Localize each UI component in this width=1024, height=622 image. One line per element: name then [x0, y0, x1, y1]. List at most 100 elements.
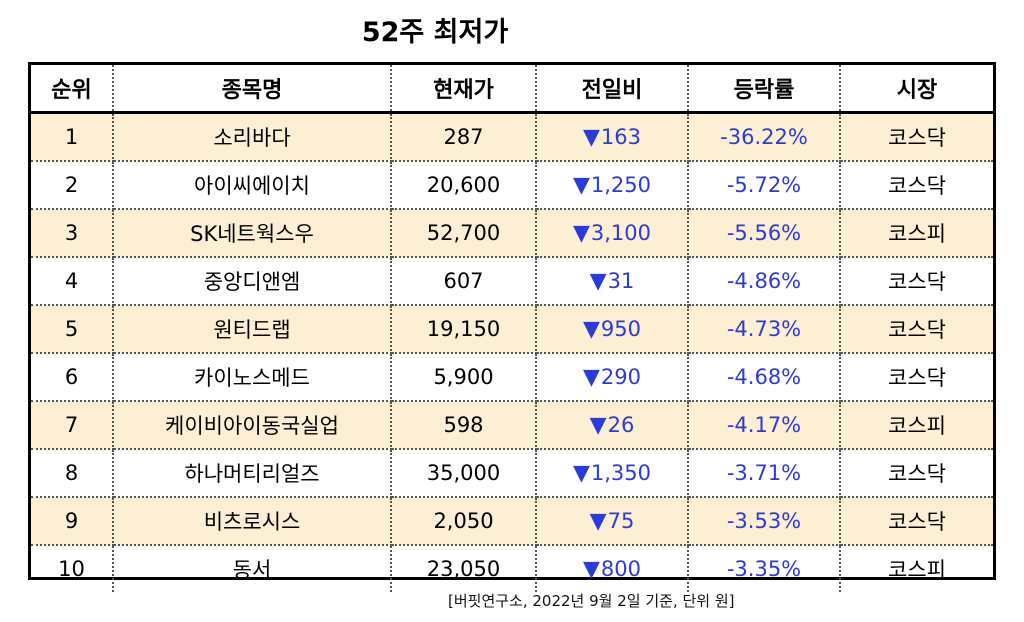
change-value: 1,250: [590, 172, 652, 197]
table-row: 10 동서 23,050 ▼800 -3.35% 코스피: [31, 545, 993, 592]
table-row: 2 아이씨에이치 20,600 ▼1,250 -5.72% 코스닥: [31, 161, 993, 210]
cell-name: 소리바다: [113, 112, 392, 162]
cell-price: 607: [391, 257, 537, 306]
down-arrow-icon: ▼: [582, 316, 600, 342]
cell-rank: 1: [31, 112, 114, 162]
table-header-row: 순위 종목명 현재가 전일비 등락률 시장: [31, 65, 993, 114]
cell-market: 코스닥: [840, 305, 993, 354]
change-value: 1,350: [590, 460, 652, 485]
down-arrow-icon: ▼: [572, 460, 590, 486]
down-arrow-icon: ▼: [582, 556, 600, 582]
down-arrow-icon: ▼: [582, 364, 600, 390]
cell-rank: 10: [31, 545, 114, 592]
cell-market: 코스닥: [840, 161, 993, 210]
cell-name: 비츠로시스: [113, 497, 392, 546]
table-row: 1 소리바다 287 ▼163 -36.22% 코스닥: [31, 112, 993, 162]
cell-market: 코스닥: [840, 449, 993, 498]
table-row: 3 SK네트웍스우 52,700 ▼3,100 -5.56% 코스피: [31, 209, 993, 258]
cell-price: 19,150: [391, 305, 537, 354]
table-row: 6 카이노스메드 5,900 ▼290 -4.68% 코스닥: [31, 353, 993, 402]
cell-change: ▼800: [536, 545, 689, 592]
cell-change: ▼290: [536, 353, 689, 402]
cell-name: 중앙디앤엠: [113, 257, 392, 306]
cell-price: 23,050: [391, 545, 537, 592]
cell-change: ▼31: [536, 257, 689, 306]
cell-rank: 7: [31, 401, 114, 450]
cell-rank: 3: [31, 209, 114, 258]
cell-rate: -3.35%: [688, 545, 841, 592]
down-arrow-icon: ▼: [589, 508, 607, 534]
header-rate: 등락률: [688, 65, 841, 114]
page-title: 52주 최저가: [361, 17, 509, 48]
cell-change: ▼75: [536, 497, 689, 546]
cell-market: 코스피: [888, 558, 946, 582]
cell-rate: -3.53%: [688, 497, 841, 546]
header-rank: 순위: [31, 65, 114, 114]
cell-market: 코스닥: [840, 497, 993, 546]
table-row: 8 하나머티리얼즈 35,000 ▼1,350 -3.71% 코스닥: [31, 449, 993, 498]
cell-rank: 6: [31, 353, 114, 402]
cell-name: 케이비아이동국실업: [113, 401, 392, 450]
cell-rank: 2: [31, 161, 114, 210]
change-value: 26: [607, 412, 635, 437]
stock-table-frame: 순위 종목명 현재가 전일비 등락률 시장 1 소리바다 287 ▼163 -3…: [28, 62, 996, 592]
change-value: 163: [600, 124, 641, 149]
cell-price: 598: [391, 401, 537, 450]
down-arrow-icon: ▼: [589, 412, 607, 438]
table-row: 5 원티드랩 19,150 ▼950 -4.73% 코스닥: [31, 305, 993, 354]
down-arrow-icon: ▼: [589, 268, 607, 294]
table-row: 4 중앙디앤엠 607 ▼31 -4.86% 코스닥: [31, 257, 993, 306]
table-row: 9 비츠로시스 2,050 ▼75 -3.53% 코스닥: [31, 497, 993, 546]
cell-rate: -4.86%: [688, 257, 841, 306]
cell-change: ▼3,100: [536, 209, 689, 258]
cell-rate: -5.56%: [688, 209, 841, 258]
cell-rate: -4.73%: [688, 305, 841, 354]
cell-rate: -36.22%: [688, 112, 841, 162]
cell-market: 코스닥: [840, 112, 993, 162]
cell-rate: -4.17%: [688, 401, 841, 450]
change-value: 31: [607, 268, 635, 293]
down-arrow-icon: ▼: [582, 124, 600, 150]
cell-change: ▼163: [536, 112, 689, 162]
cell-market: 코스닥: [840, 353, 993, 402]
cell-rate: -4.68%: [688, 353, 841, 402]
table-body: 1 소리바다 287 ▼163 -36.22% 코스닥 2 아이씨에이치 20,…: [31, 112, 993, 592]
down-arrow-icon: ▼: [572, 172, 590, 198]
cell-market: 코스피: [840, 209, 993, 258]
down-arrow-icon: ▼: [572, 220, 590, 246]
change-value: 75: [607, 508, 635, 533]
header-market: 시장: [840, 65, 993, 114]
cell-price: 5,900: [391, 353, 537, 402]
cell-rank: 8: [31, 449, 114, 498]
cell-price: 35,000: [391, 449, 537, 498]
cell-rank: 9: [31, 497, 114, 546]
cell-market: 코스피: [840, 401, 993, 450]
table-row: 7 케이비아이동국실업 598 ▼26 -4.17% 코스피: [31, 401, 993, 450]
cell-rate: -3.71%: [688, 449, 841, 498]
stock-table: 순위 종목명 현재가 전일비 등락률 시장 1 소리바다 287 ▼163 -3…: [31, 65, 993, 592]
cell-change: ▼1,350: [536, 449, 689, 498]
change-value: 950: [600, 316, 641, 341]
cell-price: 287: [391, 112, 537, 162]
cell-rank: 5: [31, 305, 114, 354]
cell-change: ▼1,250: [536, 161, 689, 210]
cell-name: 원티드랩: [113, 305, 392, 354]
cell-price: 52,700: [391, 209, 537, 258]
cell-name: 하나머티리얼즈: [113, 449, 392, 498]
cell-change: ▼950: [536, 305, 689, 354]
cell-rate: -5.72%: [688, 161, 841, 210]
change-value: 3,100: [590, 220, 652, 245]
header-change: 전일비: [536, 65, 689, 114]
cell-name: 카이노스메드: [113, 353, 392, 402]
cell-name: 아이씨에이치: [113, 161, 392, 210]
change-value: 800: [600, 556, 641, 581]
cell-market: 코스닥: [840, 257, 993, 306]
cell-change: ▼26: [536, 401, 689, 450]
header-price: 현재가: [391, 65, 537, 114]
cell-rank: 4: [31, 257, 114, 306]
header-name: 종목명: [113, 65, 392, 114]
change-value: 290: [600, 364, 641, 389]
source-footnote: [버핏연구소, 2022년 9월 2일 기준, 단위 원]: [448, 592, 735, 610]
cell-price: 20,600: [391, 161, 537, 210]
cell-name: SK네트웍스우: [113, 209, 392, 258]
